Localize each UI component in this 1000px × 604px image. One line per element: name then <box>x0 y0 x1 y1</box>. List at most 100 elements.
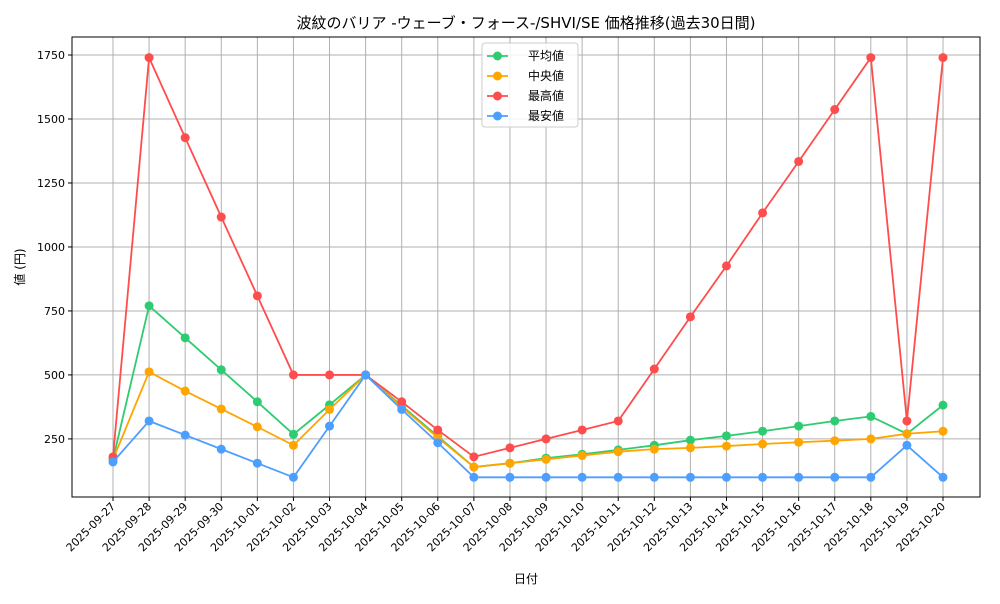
data-point <box>180 430 190 440</box>
y-axis: 250 500 750 1000 1250 1500 1750 <box>37 49 72 446</box>
data-point <box>721 472 731 482</box>
x-axis-label: 日付 <box>514 572 538 586</box>
data-point <box>144 53 154 63</box>
data-point <box>505 472 515 482</box>
data-point <box>144 301 154 311</box>
legend-label: 中央値 <box>528 68 564 83</box>
y-tick-label: 500 <box>44 369 65 382</box>
data-point <box>721 431 731 441</box>
data-point <box>469 472 479 482</box>
data-point <box>721 261 731 271</box>
data-point <box>866 434 876 444</box>
data-point <box>866 472 876 482</box>
data-point <box>685 443 695 453</box>
data-point <box>180 386 190 396</box>
y-tick-label: 1250 <box>37 177 65 190</box>
data-point <box>938 400 948 410</box>
data-point <box>830 105 840 115</box>
data-point <box>361 370 371 380</box>
data-point <box>216 365 226 375</box>
data-point <box>577 425 587 435</box>
data-point <box>288 440 298 450</box>
data-point <box>794 156 804 166</box>
data-point <box>613 447 623 457</box>
series-group <box>108 53 948 482</box>
data-point <box>541 472 551 482</box>
data-point <box>613 416 623 426</box>
data-point <box>685 312 695 322</box>
data-point <box>541 434 551 444</box>
data-point <box>505 458 515 468</box>
y-tick-label: 250 <box>44 433 65 446</box>
data-point <box>144 367 154 377</box>
data-point <box>649 364 659 374</box>
data-point <box>866 53 876 63</box>
data-point <box>577 451 587 461</box>
data-point <box>541 454 551 464</box>
legend-marker <box>493 51 502 61</box>
y-tick-label: 1500 <box>37 113 65 126</box>
data-point <box>252 422 262 432</box>
data-point <box>288 429 298 439</box>
data-point <box>469 462 479 472</box>
data-point <box>685 472 695 482</box>
data-point <box>180 133 190 143</box>
legend-item: 最高値 <box>487 88 564 103</box>
data-point <box>866 411 876 421</box>
data-point <box>252 291 262 301</box>
data-point <box>830 436 840 446</box>
data-point <box>108 457 118 467</box>
series-1 <box>108 367 948 472</box>
legend-marker <box>493 71 502 81</box>
y-tick-label: 1750 <box>37 49 65 62</box>
data-point <box>288 370 298 380</box>
series-2 <box>108 53 948 462</box>
data-point <box>685 435 695 445</box>
data-point <box>758 472 768 482</box>
chart-title: 波紋のバリア -ウェーブ・フォース-/SHVI/SE 価格推移(過去30日間) <box>296 14 755 32</box>
data-point <box>433 425 443 435</box>
data-point <box>938 53 948 63</box>
data-point <box>325 421 335 431</box>
series-0 <box>108 301 948 472</box>
x-axis: 2025-09-272025-09-282025-09-292025-09-30… <box>64 497 948 554</box>
data-point <box>758 439 768 449</box>
data-point <box>216 444 226 454</box>
legend-label: 最安値 <box>528 108 564 123</box>
series-line <box>112 370 944 468</box>
data-point <box>830 416 840 426</box>
data-point <box>397 404 407 414</box>
data-point <box>902 416 912 426</box>
legend-label: 最高値 <box>528 88 564 103</box>
data-point <box>721 441 731 451</box>
data-point <box>830 472 840 482</box>
legend-item: 平均値 <box>487 48 564 63</box>
data-point <box>758 426 768 436</box>
data-point <box>577 472 587 482</box>
data-point <box>902 440 912 450</box>
data-point <box>758 208 768 218</box>
data-point <box>794 421 804 431</box>
plot-frame <box>71 36 981 498</box>
legend-item: 最安値 <box>487 108 564 123</box>
data-point <box>649 444 659 454</box>
data-point <box>938 426 948 436</box>
data-point <box>216 404 226 414</box>
data-point <box>938 472 948 482</box>
data-point <box>288 472 298 482</box>
data-point <box>252 397 262 407</box>
legend-marker <box>493 111 502 121</box>
data-point <box>794 437 804 447</box>
data-point <box>649 472 659 482</box>
data-point <box>325 404 335 414</box>
y-axis-label: 値 (円) <box>12 248 27 285</box>
legend-box <box>481 42 579 128</box>
data-point <box>469 452 479 462</box>
data-point <box>613 472 623 482</box>
data-point <box>216 212 226 222</box>
data-point <box>180 333 190 343</box>
legend-marker <box>493 91 502 101</box>
data-point <box>325 370 335 380</box>
